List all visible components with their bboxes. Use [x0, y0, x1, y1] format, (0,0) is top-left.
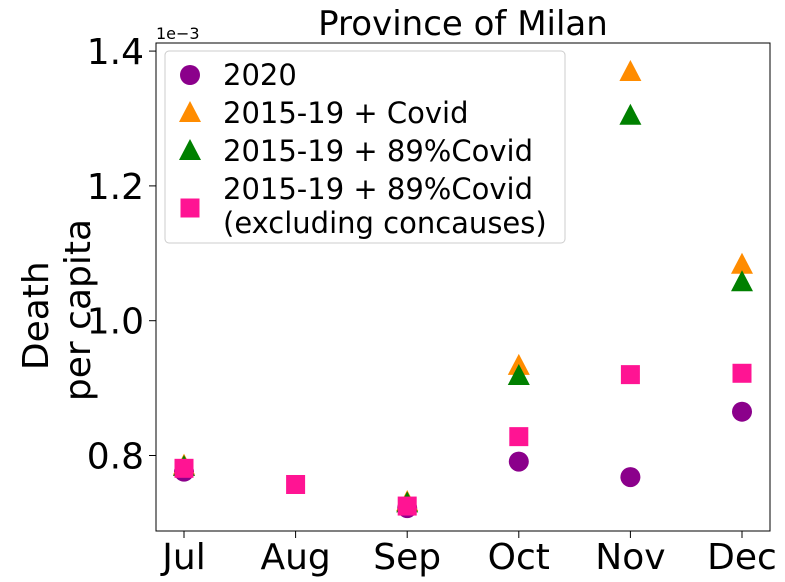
y-offset-label: 1e−3 — [156, 24, 200, 43]
y-tick-label: 1.4 — [87, 32, 144, 73]
point-2015-19-covid — [619, 59, 642, 81]
y-tick-label: 1.2 — [87, 167, 144, 208]
point-2015-19-89-covid — [619, 103, 642, 125]
x-tick-label: Jul — [160, 537, 205, 578]
legend-marker-2020 — [180, 65, 200, 85]
legend-label: 2020 — [223, 58, 297, 92]
x-tick-label: Nov — [595, 537, 665, 578]
point-2015-19-89-covid-excluding-concauses — [286, 474, 306, 494]
point-2020 — [508, 451, 529, 472]
y-tick-label: 1.0 — [87, 302, 144, 343]
legend-label: 2015-19 + 89%Covid — [223, 172, 533, 206]
point-2020 — [732, 401, 752, 422]
x-tick-label: Dec — [707, 537, 777, 578]
x-tick-label: Sep — [373, 537, 441, 578]
point-2015-19-89-covid-excluding-concauses — [509, 427, 529, 447]
point-2015-19-89-covid — [507, 363, 530, 385]
y-axis-label-line-1: Death — [16, 261, 57, 370]
legend-label: (excluding concauses) — [223, 206, 547, 240]
legend-box — [164, 50, 566, 244]
legend-marker-2015-19-89-covid-excluding-concauses — [180, 198, 200, 218]
point-2015-19-89-covid-excluding-concauses — [397, 496, 417, 516]
y-tick-label: 0.8 — [87, 437, 144, 478]
y-axis-label-line-2: per capita — [58, 219, 99, 401]
legend-marker-2015-19-covid — [179, 101, 201, 122]
point-2020 — [620, 467, 641, 488]
point-2015-19-89-covid-excluding-concauses — [174, 458, 194, 478]
y-axis-label: Death per capita — [16, 219, 99, 401]
legend-label: 2015-19 + 89%Covid — [223, 134, 533, 168]
point-2015-19-89-covid-excluding-concauses — [620, 365, 640, 385]
chart-title: Province of Milan — [318, 4, 608, 44]
point-2015-19-89-covid-excluding-concauses — [732, 363, 752, 383]
point-2015-19-covid — [731, 252, 753, 274]
point-2015-19-89-covid — [731, 270, 753, 292]
plot-frame — [155, 42, 771, 532]
legend-marker-2015-19-89-covid — [179, 139, 201, 160]
x-tick-label: Oct — [488, 537, 550, 578]
legend-label: 2015-19 + Covid — [223, 96, 469, 130]
x-tick-label: Aug — [260, 537, 330, 578]
